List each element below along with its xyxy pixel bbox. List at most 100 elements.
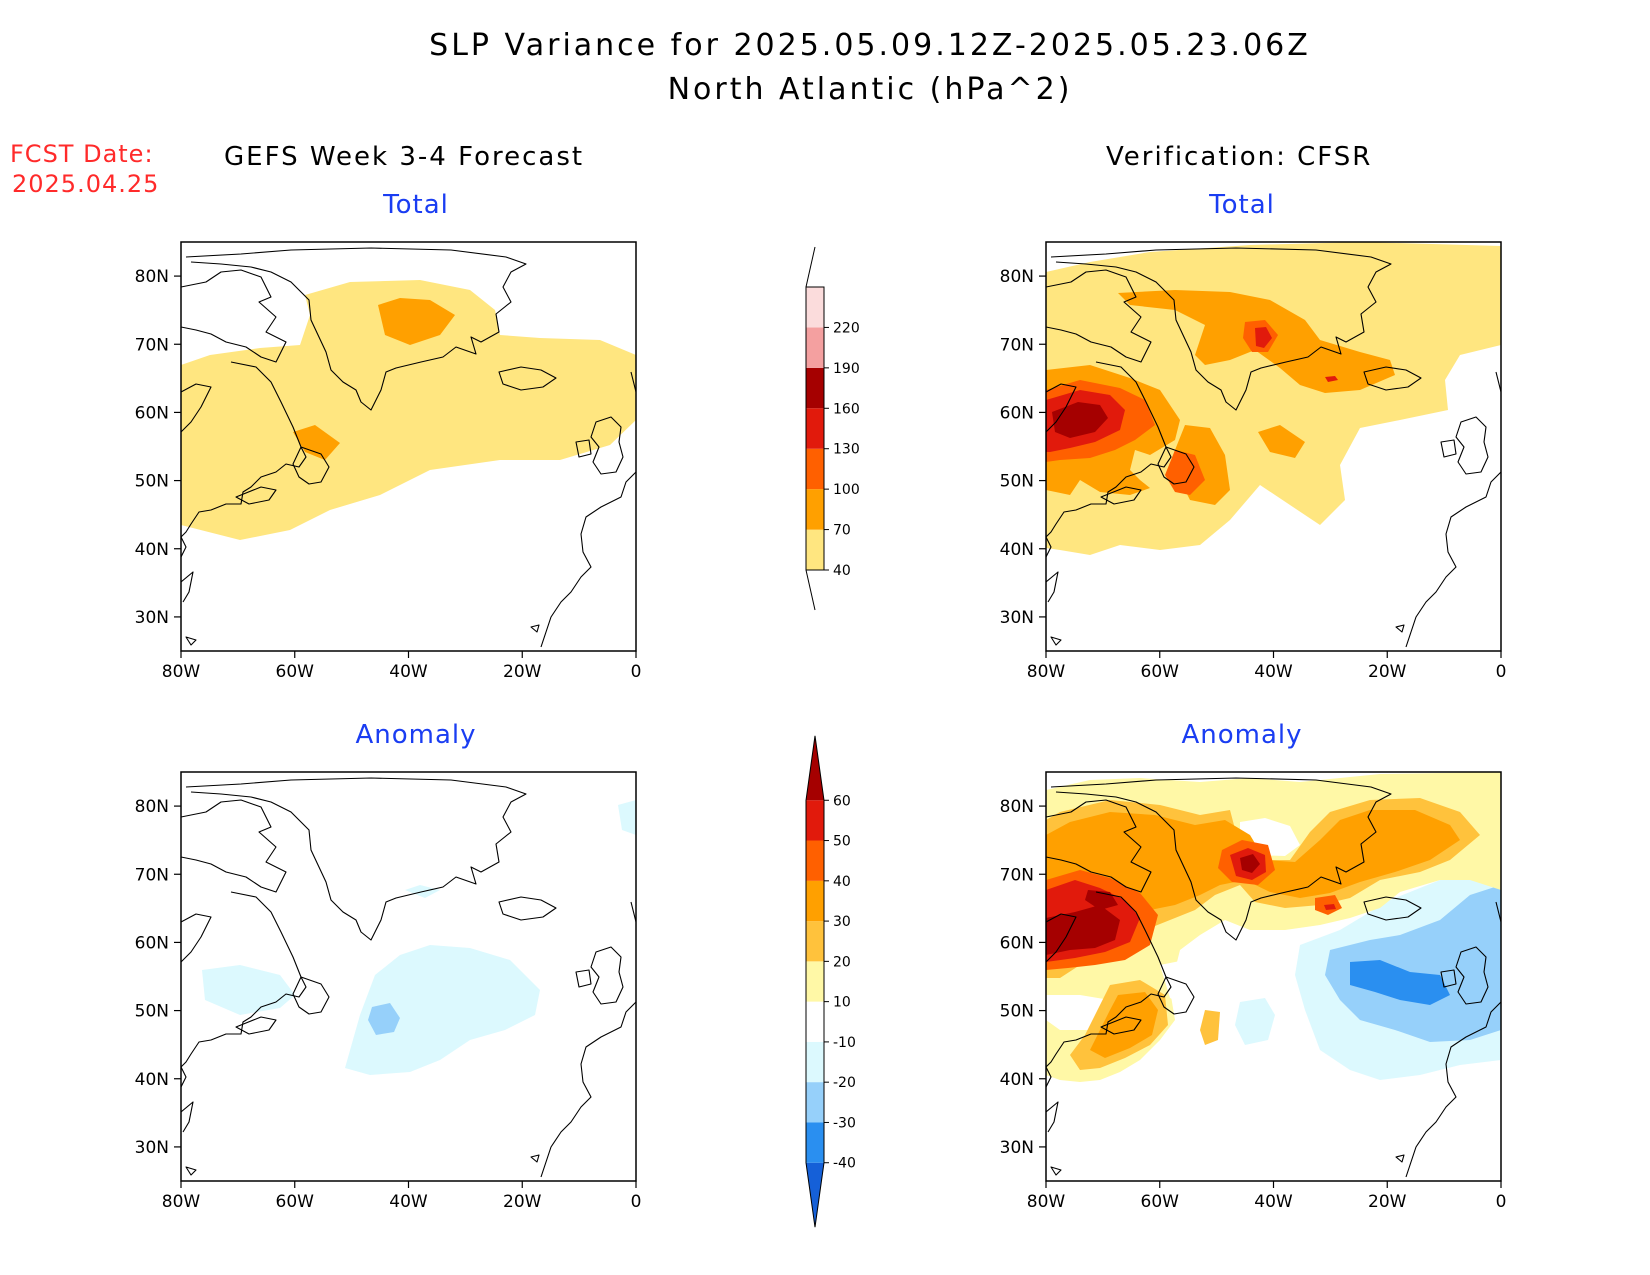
forecast-total-field	[181, 280, 636, 540]
coastline-5	[1100, 1016, 1142, 1035]
colorbar-swatch	[806, 327, 824, 368]
colorbar-label: 40	[833, 563, 851, 579]
verification-total-lat-label: 30N	[1000, 608, 1034, 628]
coastline-11	[1405, 471, 1501, 648]
forecast-anomaly-lat-label: 70N	[135, 865, 169, 885]
forecast-total-lon-label: 20W	[503, 662, 542, 682]
colorbar-swatch	[806, 448, 824, 490]
coastline-8	[498, 366, 557, 391]
colorbar-label: 30	[833, 914, 851, 930]
coastline-7	[1046, 571, 1059, 603]
verification-anomaly-lon-label: 60W	[1141, 1192, 1180, 1212]
verification-total-lat-label: 40N	[1000, 540, 1034, 560]
verification-anomaly-lon-label: 80W	[1027, 1192, 1066, 1212]
coastline-13	[530, 1154, 540, 1163]
coastline-14	[185, 636, 197, 646]
colorbar-swatch	[806, 1162, 824, 1228]
forecast-anomaly-lon-label: 20W	[503, 1192, 542, 1212]
verification-anomaly-lat-label: 40N	[1000, 1070, 1034, 1090]
colorbar-swatch	[806, 961, 824, 1002]
coastline-12	[630, 901, 636, 923]
coastline-2	[1046, 913, 1077, 963]
colorbar-extension	[805, 246, 816, 288]
forecast-anomaly-field	[202, 800, 636, 1075]
colorbar-swatch	[806, 1122, 824, 1163]
verification-anomaly-lat-label: 80N	[1000, 797, 1034, 817]
coastline-13	[1395, 624, 1405, 633]
colorbar-swatch	[806, 1082, 824, 1123]
verification-total-lat-label: 80N	[1000, 267, 1034, 287]
forecast-total-lon-label: 80W	[162, 662, 201, 682]
colorbar-swatch	[806, 1001, 824, 1042]
forecast-anomaly-lat-label: 80N	[135, 797, 169, 817]
forecast-anomaly-lon-label: 60W	[276, 1192, 315, 1212]
verification-total-lon-label: 0	[1496, 662, 1507, 682]
verification-anomaly-lat-label: 50N	[1000, 1002, 1034, 1022]
verification-anomaly-lon-label: 40W	[1254, 1192, 1293, 1212]
forecast-total-lat-label: 60N	[135, 403, 169, 423]
verification-total-lon-label: 40W	[1254, 662, 1293, 682]
coastline-9	[590, 946, 624, 1005]
coastline-10	[575, 969, 592, 988]
forecast-total-lat-label: 40N	[135, 540, 169, 560]
coastline-6	[181, 536, 187, 558]
coastline-2	[1046, 383, 1077, 433]
coastline-9	[1455, 416, 1489, 475]
coastline-5	[235, 1016, 277, 1035]
colorbar-total: 40 70 100 130 160 190 220	[805, 246, 860, 611]
colorbar-swatch	[806, 800, 824, 841]
coastline-13	[530, 624, 540, 633]
colorbar-label: 10	[833, 995, 851, 1011]
coastline-6	[1046, 536, 1052, 558]
colorbar-swatch	[806, 529, 824, 570]
coastline-2	[181, 383, 212, 433]
colorbar-swatch	[806, 1041, 824, 1083]
colorbar-anomaly: -40 -30 -20 -10 10 20 30 40 50 60	[805, 735, 856, 1228]
map-axes: 80N 70N 60N 50N 40N 30N 80W 60W 40W 20W 0 80N 70N 60N…	[135, 267, 1507, 1212]
coastline-0	[185, 777, 527, 941]
coastline-5	[235, 486, 277, 505]
coastline-9	[590, 416, 624, 475]
coastline-1	[1046, 799, 1152, 893]
coastline-0	[1050, 777, 1392, 941]
coastline-6	[1046, 1066, 1052, 1088]
colorbar-swatch	[806, 735, 824, 801]
colorbar-label: -30	[833, 1115, 856, 1131]
forecast-total-lon-label: 0	[631, 662, 642, 682]
verification-total-map	[1045, 241, 1502, 652]
coastline-6	[181, 1066, 187, 1088]
colorbar-swatch	[806, 287, 824, 328]
forecast-anomaly-lon-label: 40W	[389, 1192, 428, 1212]
coastline-8	[1363, 366, 1422, 391]
coastline-4	[292, 446, 330, 485]
column-title-forecast: GEFS Week 3-4 Forecast	[224, 142, 585, 172]
coastline-0	[185, 247, 527, 411]
figure-title: SLP Variance for 2025.05.09.12Z-2025.05.…	[429, 28, 1311, 63]
fcst-date-value: 2025.04.25	[12, 170, 160, 198]
colorbar-label: -10	[833, 1035, 856, 1051]
column-title-verification: Verification: CFSR	[1106, 142, 1373, 172]
coastline-1	[1046, 269, 1152, 363]
colorbar-label: 50	[833, 834, 851, 850]
verification-total-lat-label: 70N	[1000, 335, 1034, 355]
coastline-12	[1495, 901, 1501, 923]
coastline-11	[1405, 1001, 1501, 1178]
coastline-2	[181, 913, 212, 963]
panel-title-forecast-anomaly: Anomaly	[355, 720, 477, 750]
coastline-10	[575, 439, 592, 458]
coastline-3	[181, 361, 307, 538]
forecast-total-lat-label: 80N	[135, 267, 169, 287]
colorbar-swatch	[806, 489, 824, 530]
coastline-7	[181, 571, 194, 603]
verification-total-lat-label: 50N	[1000, 472, 1034, 492]
coastline-10	[1440, 969, 1457, 988]
coastline-14	[185, 1166, 197, 1176]
colorbar-label: -20	[833, 1075, 856, 1091]
coastline-4	[1157, 446, 1195, 485]
coastline-1	[181, 269, 287, 363]
colorbar-label: 190	[833, 361, 860, 377]
coastline-9	[1455, 946, 1489, 1005]
colorbar-swatch	[806, 880, 824, 922]
